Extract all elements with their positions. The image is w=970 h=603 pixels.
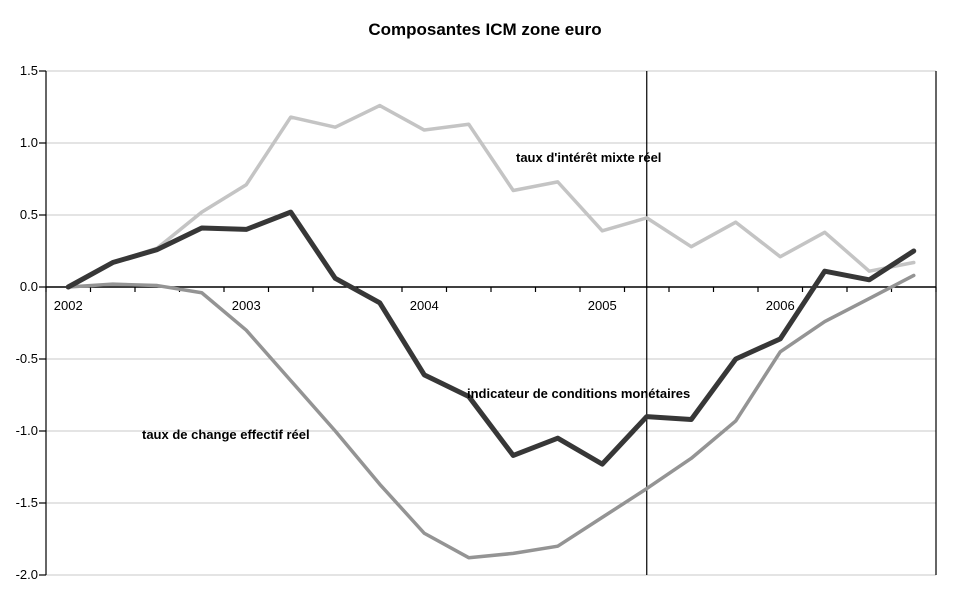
y-axis-tick-label: 0.0 bbox=[19, 279, 38, 294]
series-label-0: taux d'intérêt mixte réel bbox=[516, 150, 662, 165]
x-axis-year-label: 2006 bbox=[765, 298, 795, 313]
series-line-0 bbox=[66, 103, 916, 289]
y-axis-tick-label: 0.5 bbox=[19, 207, 38, 222]
x-axis-year-label: 2003 bbox=[231, 298, 261, 313]
y-axis-tick-label: 1.0 bbox=[19, 135, 38, 150]
y-axis-tick-label: -1.5 bbox=[15, 495, 38, 510]
x-axis-year-label: 2002 bbox=[53, 298, 83, 313]
series-label-2: taux de change effectif réel bbox=[142, 427, 310, 442]
y-axis-tick-label: -2.0 bbox=[15, 567, 38, 582]
x-axis-year-label: 2004 bbox=[409, 298, 439, 313]
x-axis-year-label: 2005 bbox=[587, 298, 617, 313]
y-axis-tick-label: 1.5 bbox=[19, 63, 38, 78]
series-line-2 bbox=[65, 209, 917, 467]
y-axis-tick-label: -1.0 bbox=[15, 423, 38, 438]
series-label-1: indicateur de conditions monétaires bbox=[467, 386, 691, 401]
chart-title: Composantes ICM zone euro bbox=[368, 20, 602, 39]
series-line-1 bbox=[66, 273, 916, 560]
y-axis-tick-label: -0.5 bbox=[15, 351, 38, 366]
